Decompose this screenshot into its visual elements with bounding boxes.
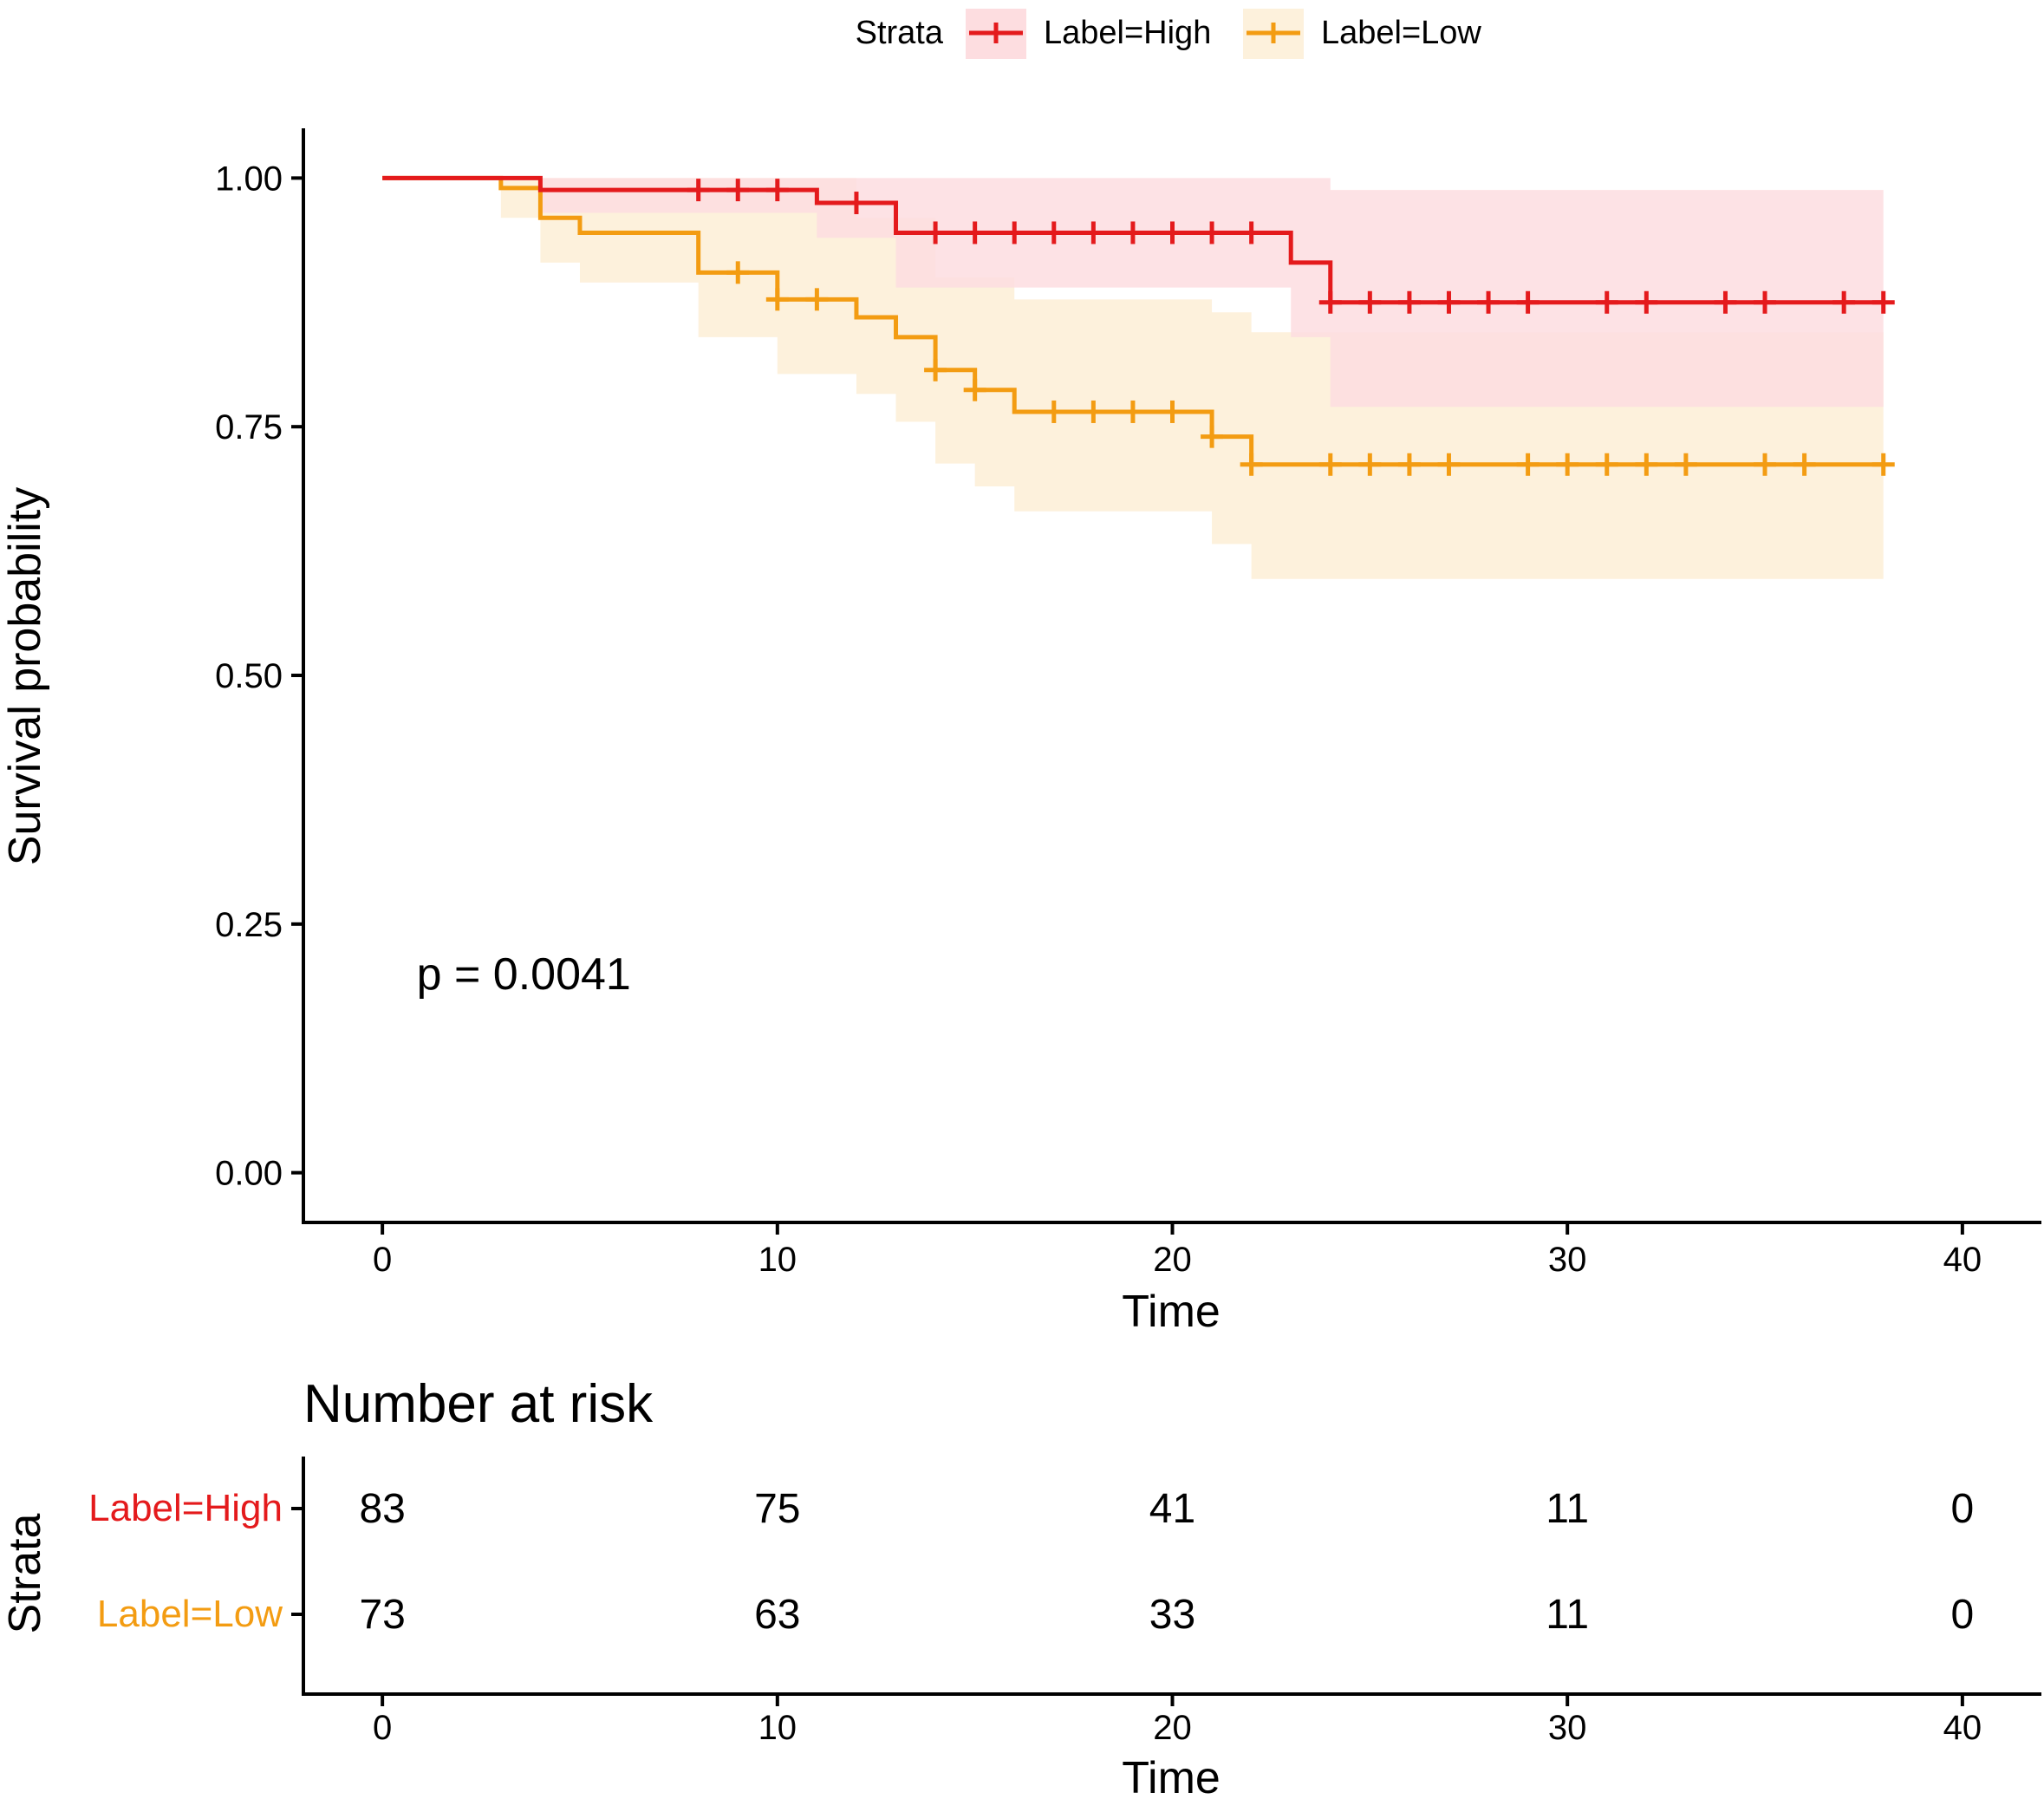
x-tick-label: 30	[1548, 1709, 1587, 1747]
y-tick-label: 0.00	[215, 1155, 283, 1193]
censor-mark-high	[844, 192, 868, 215]
censor-mark-high	[1161, 221, 1184, 244]
censor-mark-high	[1003, 221, 1026, 244]
y-tick-label: 0.75	[215, 408, 283, 446]
risk-x-axis-label: Time	[1122, 1753, 1221, 1799]
censor-mark-high	[1477, 290, 1500, 314]
p-value-annotation: p = 0.0041	[417, 949, 631, 1000]
x-tick-label: 20	[1153, 1241, 1192, 1279]
censor-mark-high	[1516, 290, 1540, 314]
censor-mark-low	[963, 378, 986, 401]
censor-mark-high	[1397, 290, 1421, 314]
censor-mark-high	[1318, 290, 1342, 314]
risk-y-axis-label: Strata	[0, 1514, 50, 1634]
censor-mark-high	[726, 179, 750, 202]
survival-plot: 0.00 0.25 0.50 0.75 1.00 0 10 20 30 40 Time Surv…	[0, 128, 2041, 1337]
legend-title: Strata	[856, 15, 944, 51]
censor-mark-low	[1871, 453, 1895, 476]
censor-mark-high	[1437, 290, 1461, 314]
x-tick-label: 0	[373, 1241, 392, 1279]
risk-count: 41	[1149, 1486, 1195, 1532]
censor-mark-high	[1042, 221, 1065, 244]
risk-table: Number at risk Label=High 83 75 41 11 0Label=…	[0, 1374, 2041, 1799]
censor-mark-low	[1556, 453, 1579, 476]
legend-label-high: Label=High	[1044, 15, 1211, 51]
censor-mark-low	[1042, 400, 1065, 423]
risk-count: 73	[359, 1592, 405, 1638]
x-tick-label: 10	[758, 1241, 797, 1279]
censor-mark-high	[963, 221, 986, 244]
censor-mark-high	[1871, 290, 1895, 314]
y-tick-label: 1.00	[215, 160, 283, 198]
censor-mark-high	[1358, 290, 1382, 314]
risk-count: 11	[1546, 1592, 1589, 1638]
risk-count: 33	[1149, 1592, 1195, 1638]
risk-count: 0	[1951, 1486, 1975, 1532]
censor-mark-high	[1714, 290, 1737, 314]
censor-mark-high	[1595, 290, 1618, 314]
censor-mark-high	[1754, 290, 1777, 314]
legend-label-low: Label=Low	[1321, 15, 1481, 51]
x-tick-label: 20	[1153, 1709, 1192, 1747]
y-ticks: 0.00 0.25 0.50 0.75 1.00	[215, 160, 303, 1193]
risk-x-ticks: 0 10 20 30 40	[373, 1694, 1982, 1747]
censor-mark-high	[1635, 290, 1658, 314]
censor-mark-high	[1201, 221, 1224, 244]
censor-mark-low	[726, 261, 750, 284]
censor-mark-high	[1832, 290, 1856, 314]
censor-mark-high	[687, 179, 710, 202]
censor-mark-low	[924, 358, 947, 381]
survival-curve-high	[382, 175, 1884, 305]
risk-table-title: Number at risk	[303, 1374, 654, 1434]
censor-mark-low	[1240, 453, 1263, 476]
censor-mark-high	[765, 179, 789, 202]
risk-rows: Label=High 83 75 41 11 0 Label=Low 73 63 33 11 0	[88, 1486, 1974, 1638]
censor-mark-low	[765, 288, 789, 311]
legend: Strata Label=High Label=Low	[856, 9, 1481, 59]
risk-row-label: Label=Low	[97, 1593, 283, 1635]
censor-mark-low	[1754, 453, 1777, 476]
x-tick-label: 40	[1943, 1709, 1982, 1747]
y-axis-label: Survival probability	[0, 487, 50, 865]
confidence-bands	[382, 178, 1884, 579]
x-axis-label: Time	[1122, 1287, 1221, 1337]
censor-mark-low	[1318, 453, 1342, 476]
x-tick-label: 30	[1548, 1241, 1587, 1279]
censor-mark-low	[1121, 400, 1144, 423]
censor-mark-low	[1397, 453, 1421, 476]
ci-band-low	[382, 178, 1884, 579]
risk-count: 0	[1951, 1592, 1975, 1638]
censor-mark-low	[1595, 453, 1618, 476]
censor-mark-high	[1121, 221, 1144, 244]
risk-count: 11	[1546, 1486, 1589, 1532]
censor-mark-low	[1201, 425, 1224, 448]
censor-mark-low	[1793, 453, 1816, 476]
censor-mark-low	[1082, 400, 1105, 423]
censor-mark-high	[1082, 221, 1105, 244]
y-tick-label: 0.50	[215, 657, 283, 695]
censor-mark-low	[1635, 453, 1658, 476]
risk-count: 63	[754, 1592, 800, 1638]
x-ticks: 0 10 20 30 40	[373, 1222, 1982, 1279]
censor-mark-low	[1516, 453, 1540, 476]
censor-mark-low	[1437, 453, 1461, 476]
censor-mark-low	[1161, 400, 1184, 423]
x-tick-label: 40	[1943, 1241, 1982, 1279]
censor-mark-low	[1358, 453, 1382, 476]
censor-marks	[687, 179, 1895, 476]
risk-count: 83	[359, 1486, 405, 1532]
ci-band-high	[382, 178, 1884, 407]
risk-count: 75	[754, 1486, 800, 1532]
x-tick-label: 0	[373, 1709, 392, 1747]
censor-mark-high	[924, 221, 947, 244]
censor-mark-high	[1240, 221, 1263, 244]
risk-row-label: Label=High	[88, 1487, 283, 1529]
censor-mark-low	[805, 288, 829, 311]
x-tick-label: 10	[758, 1709, 797, 1747]
y-tick-label: 0.25	[215, 906, 283, 944]
censor-mark-low	[1674, 453, 1697, 476]
